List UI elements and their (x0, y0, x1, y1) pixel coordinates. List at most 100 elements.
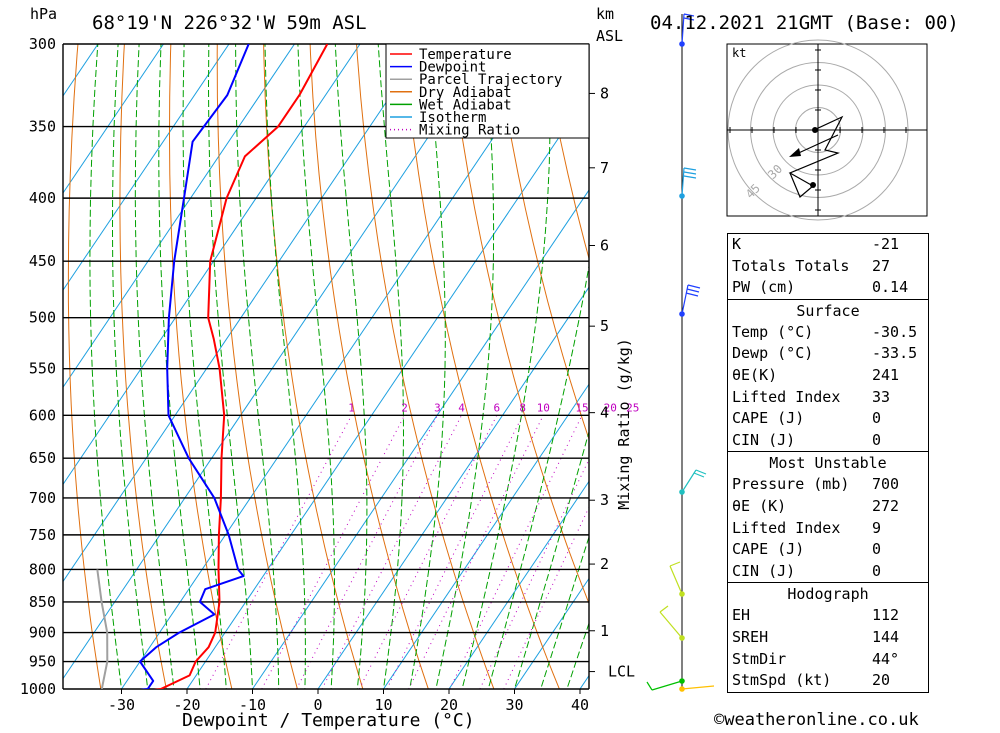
mixing-ratio-label: 8 (519, 401, 526, 414)
dry-adiabat-line (946, 7, 1000, 715)
surface-key: CIN (J) (732, 430, 796, 449)
parcel-trajectory-line (96, 569, 109, 689)
km-tick-label: 5 (600, 317, 609, 335)
hodograph-value: 44° (872, 649, 900, 668)
pressure-tick-label: 950 (29, 653, 56, 671)
most-unstable-key: Lifted Index (732, 518, 841, 537)
wet-adiabat-line (235, 44, 280, 689)
wind-barb (669, 561, 683, 595)
wet-adiabat-line (377, 44, 405, 689)
index-row: PW (cm) 0.14 (728, 277, 928, 299)
isotherm-line (317, 286, 589, 689)
km-tick-label: LCL (608, 663, 635, 681)
wet-adiabat-line (134, 44, 175, 689)
mixing-ratio-label: 10 (537, 401, 550, 414)
x-tick-label: 30 (505, 696, 523, 714)
isotherm-line (63, 44, 427, 583)
dry-adiabat-line (216, 44, 298, 689)
most-unstable-row: CIN (J) 0 (728, 561, 928, 583)
surface-value: 0 (872, 430, 882, 449)
most-unstable-row: Pressure (mb) 700 (728, 474, 928, 496)
pressure-tick-label: 850 (29, 593, 56, 611)
x-tick-label: -10 (239, 696, 266, 714)
km-tick-label: 4 (600, 404, 609, 422)
pressure-tick-label: 650 (29, 449, 56, 467)
surface-row: Dewp (°C) -33.5 (728, 343, 928, 365)
hodograph-key: StmDir (732, 649, 787, 668)
surface-row: Lifted Index 33 (728, 387, 928, 409)
legend-label: Wet Adiabat (419, 97, 512, 113)
wet-adiabat-line (334, 44, 368, 689)
mixing-ratio-line (261, 415, 406, 689)
chart-title: 68°19'N 226°32'W 59m ASL (92, 12, 367, 34)
hodograph-trace (788, 115, 844, 187)
wet-adiabat-line (409, 44, 446, 689)
legend-label: Temperature (419, 47, 512, 63)
isotherm-line (251, 189, 589, 689)
wet-adiabat-line (513, 429, 589, 689)
footer-credit: ©weatheronline.co.uk (714, 710, 919, 730)
mixing-ratio-label: 2 (401, 401, 408, 414)
most-unstable-key: θE (K) (732, 496, 787, 515)
dry-adiabat-line (541, 44, 589, 261)
wet-adiabat-line (461, 44, 551, 689)
mixing-ratio-label: 1 (348, 401, 355, 414)
hodograph-start-dot (810, 182, 816, 188)
mixing-ratio-label: 6 (493, 401, 500, 414)
wet-adiabat-line (540, 535, 589, 689)
surface-value: 241 (872, 365, 900, 384)
surface-row: θE(K) 241 (728, 365, 928, 387)
mixing-ratio-label: 15 (575, 401, 588, 414)
wet-adiabat-line (89, 44, 123, 689)
wind-barb (681, 685, 715, 690)
most-unstable-row: Lifted Index 9 (728, 518, 928, 540)
hodograph-value: 144 (872, 627, 900, 646)
storm-motion-arrowhead (789, 148, 801, 157)
hodograph-key: EH (732, 606, 751, 625)
isotherm-line (382, 383, 589, 689)
dry-adiabat-line (495, 44, 589, 441)
dry-adiabat-line (448, 44, 589, 605)
km-tick-label: 6 (600, 237, 609, 255)
legend-label: Dry Adiabat (419, 85, 512, 101)
surface-title: Surface (796, 301, 860, 320)
wet-adiabat-line (566, 621, 589, 689)
temperature-line (153, 44, 329, 689)
hodograph-row: EH 112 (728, 605, 928, 627)
km-tick-label: 8 (600, 84, 609, 102)
hodograph-end-dot (812, 127, 818, 133)
height-unit-asl: ASL (596, 27, 624, 45)
mixing-ratio-line (296, 415, 438, 689)
index-value: 0.14 (872, 278, 909, 297)
km-tick-label: 2 (600, 555, 609, 573)
wind-barb (681, 469, 707, 493)
hodograph-row: SREH 144 (728, 627, 928, 649)
hodograph-row: StmSpd (kt) 20 (728, 670, 928, 692)
most-unstable-row: θE (K) 272 (728, 496, 928, 518)
mixing-ratio-label: 3 (434, 401, 441, 414)
pressure-unit: hPa (30, 5, 58, 23)
isotherm-line (63, 44, 361, 486)
dry-adiabat-line (263, 44, 364, 689)
wet-adiabat-line (182, 44, 227, 689)
mixing-ratio-label: 4 (458, 401, 465, 414)
hodograph-key: StmSpd (kt) (732, 671, 832, 690)
wet-adiabat-line (435, 44, 495, 689)
most-unstable-value: 272 (872, 496, 900, 515)
most-unstable-key: CIN (J) (732, 561, 796, 580)
x-axis-label: Dewpoint / Temperature (°C) (182, 710, 475, 731)
isotherm-line (448, 480, 589, 689)
mixing-ratio-label: 25 (626, 401, 639, 414)
index-value: -21 (872, 235, 900, 253)
chart-date: 04.12.2021 21GMT (Base: 00) (650, 12, 959, 34)
pressure-tick-label: 600 (29, 406, 56, 424)
surface-key: Lifted Index (732, 387, 841, 406)
mixing-ratio-line (449, 415, 583, 689)
hodograph-value: 20 (872, 671, 891, 690)
legend-label: Mixing Ratio (419, 123, 520, 139)
x-tick-label: -20 (173, 696, 200, 714)
most-unstable-value: 9 (872, 518, 882, 537)
surface-key: Dewp (°C) (732, 344, 814, 363)
